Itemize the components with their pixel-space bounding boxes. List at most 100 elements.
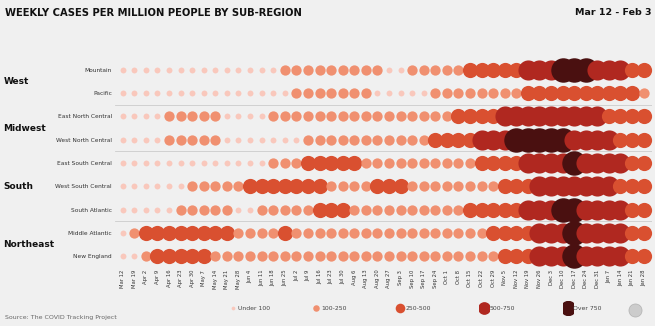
- Point: [349, 67, 360, 72]
- Point: [441, 160, 452, 166]
- Point: [523, 230, 533, 235]
- Point: [639, 160, 649, 166]
- Point: [430, 91, 441, 96]
- Point: [453, 207, 464, 212]
- Point: [176, 91, 186, 96]
- Point: [511, 137, 521, 142]
- Point: [372, 207, 383, 212]
- Text: South: South: [3, 182, 33, 191]
- Point: [164, 137, 174, 142]
- Point: [580, 184, 591, 189]
- Point: [164, 254, 174, 259]
- Point: [534, 207, 545, 212]
- Point: [176, 184, 186, 189]
- Point: [534, 184, 545, 189]
- Point: [604, 67, 614, 72]
- Point: [615, 91, 626, 96]
- Point: [372, 137, 383, 142]
- Point: [557, 254, 568, 259]
- Point: [523, 67, 533, 72]
- Point: [221, 160, 232, 166]
- Point: [453, 91, 464, 96]
- Point: [627, 137, 637, 142]
- Point: [488, 207, 498, 212]
- Point: [384, 254, 394, 259]
- Point: [419, 114, 429, 119]
- Point: [441, 254, 452, 259]
- Point: [441, 184, 452, 189]
- Point: [141, 91, 151, 96]
- Point: [627, 67, 637, 72]
- Point: [291, 254, 301, 259]
- Point: [627, 254, 637, 259]
- Point: [152, 114, 162, 119]
- Point: [210, 67, 221, 72]
- Point: [349, 160, 360, 166]
- Point: [117, 160, 128, 166]
- Point: [227, 305, 238, 311]
- Point: [268, 67, 278, 72]
- Point: [187, 230, 197, 235]
- Point: [639, 184, 649, 189]
- Point: [511, 184, 521, 189]
- Point: [546, 230, 556, 235]
- Point: [546, 160, 556, 166]
- Point: [268, 114, 278, 119]
- Text: Over 750: Over 750: [573, 305, 602, 311]
- Point: [198, 230, 209, 235]
- Point: [187, 91, 197, 96]
- Point: [291, 114, 301, 119]
- Point: [245, 160, 255, 166]
- Point: [407, 67, 417, 72]
- Point: [129, 184, 140, 189]
- Point: [476, 254, 487, 259]
- Point: [233, 137, 244, 142]
- Point: [557, 184, 568, 189]
- Point: [580, 91, 591, 96]
- Point: [592, 160, 603, 166]
- Point: [210, 184, 221, 189]
- Point: [164, 67, 174, 72]
- Point: [523, 254, 533, 259]
- Point: [303, 67, 313, 72]
- Point: [129, 67, 140, 72]
- Point: [569, 184, 580, 189]
- Point: [280, 67, 290, 72]
- Point: [534, 67, 545, 72]
- Point: [476, 230, 487, 235]
- Point: [523, 137, 533, 142]
- Point: [627, 184, 637, 189]
- Point: [152, 254, 162, 259]
- Point: [164, 114, 174, 119]
- Point: [256, 160, 267, 166]
- Point: [592, 207, 603, 212]
- Point: [430, 254, 441, 259]
- Point: [592, 67, 603, 72]
- Point: [396, 184, 406, 189]
- Point: [187, 137, 197, 142]
- Point: [280, 91, 290, 96]
- Point: [372, 67, 383, 72]
- Point: [534, 230, 545, 235]
- Point: [303, 91, 313, 96]
- Point: [488, 114, 498, 119]
- Point: [164, 160, 174, 166]
- Point: [198, 184, 209, 189]
- Point: [152, 207, 162, 212]
- Point: [604, 230, 614, 235]
- Point: [210, 207, 221, 212]
- Point: [245, 230, 255, 235]
- Point: [396, 67, 406, 72]
- Point: [152, 160, 162, 166]
- Point: [639, 91, 649, 96]
- Point: [465, 137, 476, 142]
- Point: [372, 254, 383, 259]
- Point: [476, 137, 487, 142]
- Point: [311, 305, 322, 311]
- Point: [639, 230, 649, 235]
- Point: [187, 207, 197, 212]
- Point: [453, 184, 464, 189]
- Point: [419, 67, 429, 72]
- Point: [384, 91, 394, 96]
- Point: [360, 67, 371, 72]
